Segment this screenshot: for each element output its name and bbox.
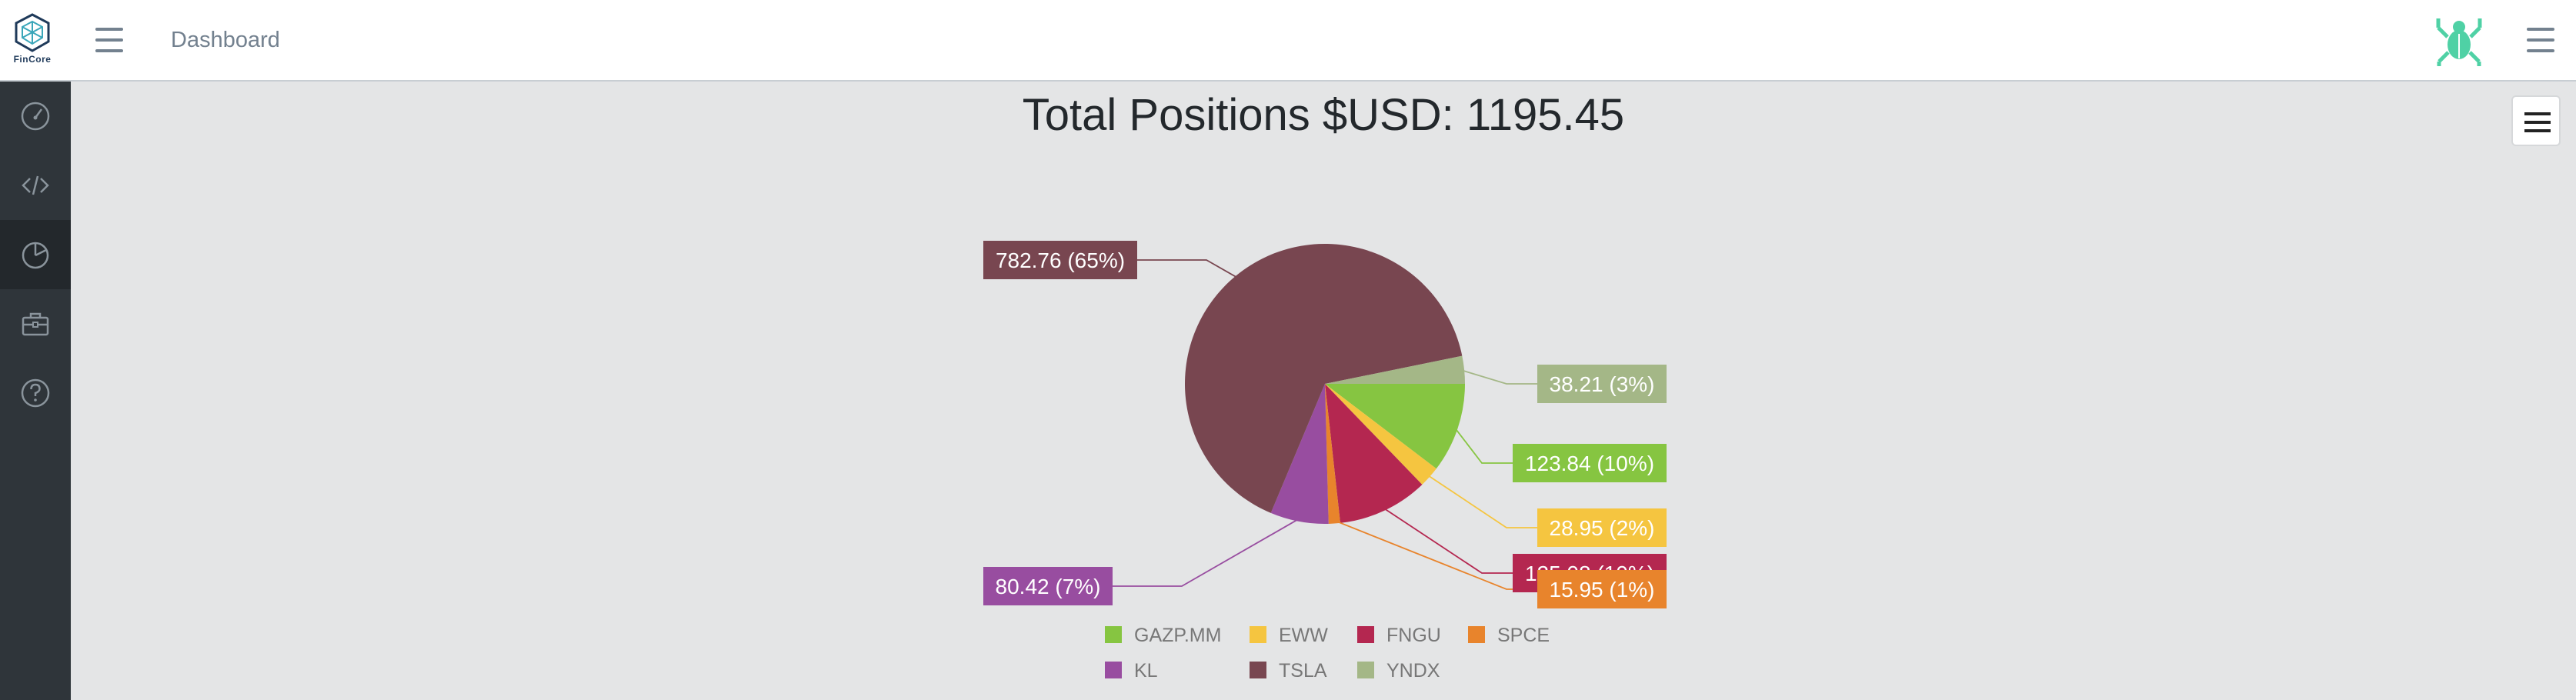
data-label-text: 28.95 (2%) [1550, 516, 1655, 540]
data-label-text: 80.42 (7%) [996, 575, 1101, 598]
pie-slices [1185, 243, 1465, 524]
pie-slice-tsla[interactable] [1185, 243, 1463, 513]
connector-fngu [1383, 507, 1513, 574]
data-label-kl: 80.42 (7%) [983, 567, 1113, 605]
sidebar-item-help[interactable] [0, 358, 71, 428]
sidebar-item-code[interactable] [0, 151, 71, 220]
legend-item-eww[interactable]: EWW [1250, 625, 1328, 646]
sidebar-toggle-button[interactable] [92, 28, 126, 54]
data-label-yndx: 38.21 (3%) [1537, 365, 1667, 403]
legend-swatch [1357, 626, 1374, 643]
connector-gazp-mm [1453, 427, 1513, 464]
pie-chart-icon [22, 242, 49, 269]
legend-label: EWW [1279, 625, 1328, 646]
connector-kl [1113, 518, 1300, 587]
legend-item-yndx[interactable]: YNDX [1357, 660, 1440, 682]
data-label-tsla: 782.76 (65%) [983, 241, 1137, 279]
breadcrumb[interactable]: Dashboard [171, 28, 280, 52]
legend-item-fngu[interactable]: FNGU [1357, 625, 1441, 646]
pie-slice-fngu[interactable] [1325, 384, 1423, 523]
legend-label: FNGU [1386, 625, 1441, 646]
legend-item-kl[interactable]: KL [1105, 660, 1158, 682]
data-label-text: 15.95 (1%) [1550, 578, 1655, 602]
legend-swatch [1105, 626, 1122, 643]
pie-slice-yndx[interactable] [1325, 355, 1465, 384]
speedometer-icon [21, 102, 50, 131]
top-navbar: FinCore Dashboard [0, 0, 2576, 82]
data-label-gazp-mm: 123.84 (10%) [1513, 444, 1667, 482]
chart-export-menu-button[interactable] [2511, 95, 2561, 146]
help-icon [21, 378, 50, 408]
legend-swatch [1250, 662, 1266, 678]
hexagon-logo-icon [15, 13, 50, 52]
pie-slice-eww[interactable] [1325, 384, 1436, 485]
legend-label: KL [1134, 660, 1158, 682]
chart-title: Total Positions $USD: 1195.45 [1022, 90, 1625, 140]
connector-spce [1333, 519, 1537, 590]
pie-slice-kl[interactable] [1270, 384, 1329, 524]
sidebar [0, 82, 71, 700]
connector-yndx [1460, 369, 1537, 385]
legend-label: TSLA [1279, 660, 1327, 682]
logo-text: FinCore [13, 54, 52, 65]
legend-label: GAZP.MM [1134, 625, 1221, 646]
legend-swatch [1468, 626, 1485, 643]
legend-label: SPCE [1497, 625, 1550, 646]
connector-tsla [1137, 259, 1239, 279]
pie-slice-gazp-mm[interactable] [1325, 384, 1465, 469]
legend-swatch [1105, 662, 1122, 678]
sidebar-item-positions[interactable] [0, 220, 71, 289]
data-label-text: 123.84 (10%) [1525, 452, 1654, 475]
code-icon [22, 175, 49, 195]
data-label-eww: 28.95 (2%) [1537, 508, 1667, 547]
connector-eww [1426, 474, 1537, 528]
aside-menu-toggle-button[interactable] [2524, 28, 2558, 54]
sidebar-item-portfolio[interactable] [0, 289, 71, 358]
pie-slice-spce[interactable] [1325, 384, 1340, 524]
data-label-text: 782.76 (65%) [996, 248, 1125, 272]
data-labels: 123.84 (10%)28.95 (2%)125.08 (10%)15.95 … [983, 241, 1667, 608]
sidebar-item-dashboard[interactable] [0, 82, 71, 151]
briefcase-icon [22, 312, 49, 336]
legend-swatch [1357, 662, 1374, 678]
data-label-text: 38.21 (3%) [1550, 372, 1655, 396]
data-label-spce: 15.95 (1%) [1537, 570, 1667, 608]
legend-label: YNDX [1386, 660, 1440, 682]
chart-legend: GAZP.MM EWW FNGU SPCE KL TSLA YNDX [1105, 625, 1550, 682]
fincore-logo[interactable]: FinCore [6, 12, 58, 69]
beetle-avatar-icon[interactable] [2433, 15, 2485, 68]
legend-item-tsla[interactable]: TSLA [1250, 660, 1327, 682]
legend-item-gazp-mm[interactable]: GAZP.MM [1105, 625, 1221, 646]
legend-swatch [1250, 626, 1266, 643]
legend-item-spce[interactable]: SPCE [1468, 625, 1550, 646]
